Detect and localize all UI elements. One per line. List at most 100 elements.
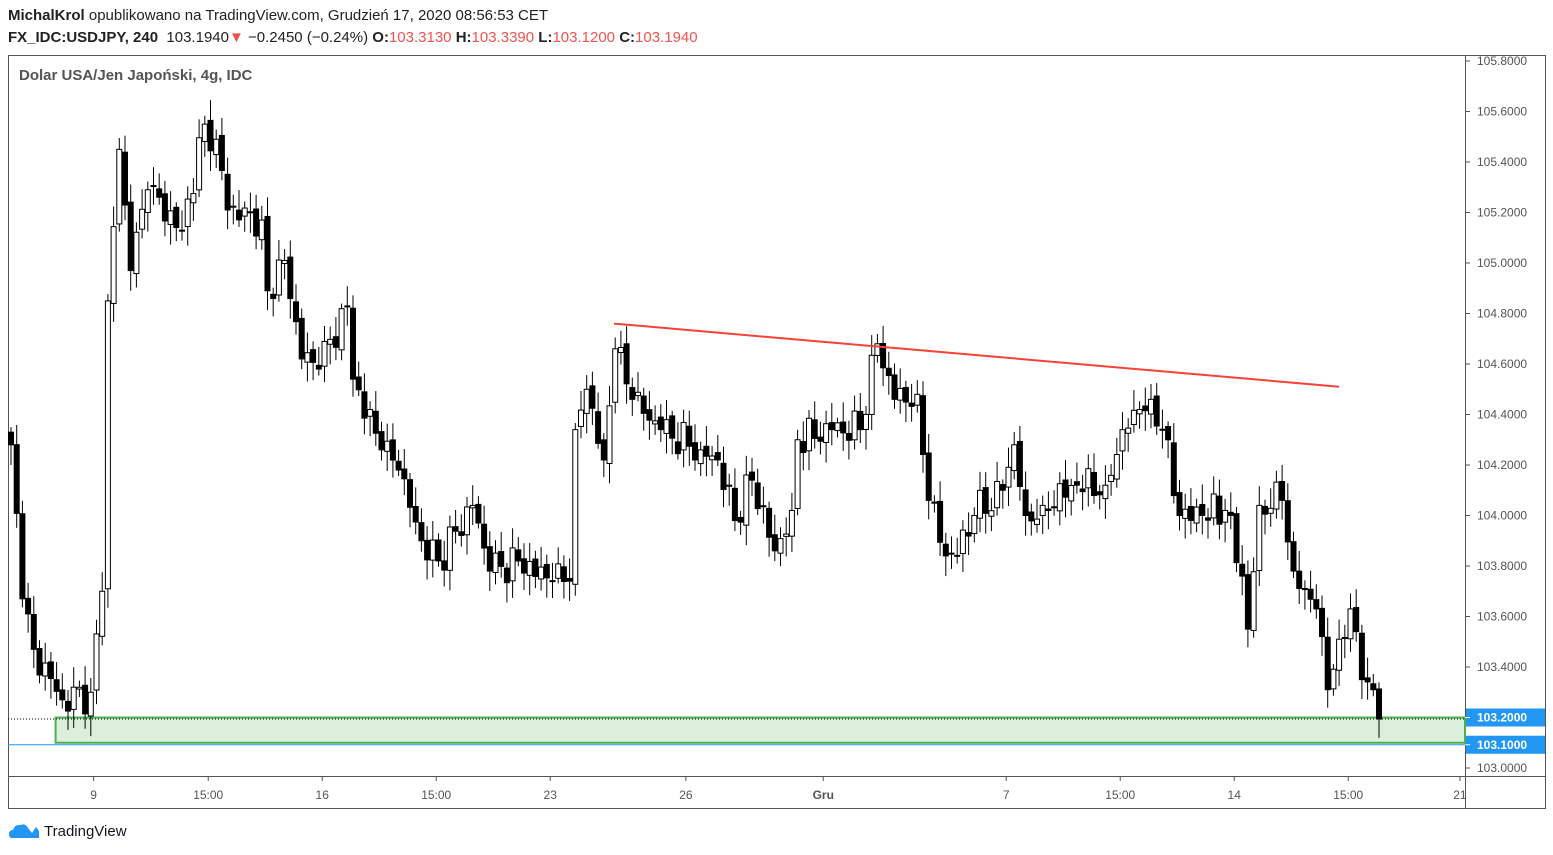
candle[interactable]	[914, 393, 921, 406]
candle[interactable]	[589, 385, 596, 409]
candle[interactable]	[845, 433, 852, 441]
candle[interactable]	[224, 173, 231, 211]
candle[interactable]	[144, 189, 151, 213]
candle[interactable]	[1016, 440, 1023, 488]
candle[interactable]	[196, 137, 203, 191]
candle[interactable]	[446, 526, 453, 571]
candle[interactable]	[412, 506, 419, 523]
candle[interactable]	[1364, 677, 1371, 683]
candle[interactable]	[948, 552, 955, 555]
candle[interactable]	[971, 515, 978, 534]
candle[interactable]	[1227, 511, 1234, 516]
author-name[interactable]: MichalKrol	[8, 7, 85, 24]
candle[interactable]	[293, 301, 299, 323]
candle[interactable]	[93, 633, 100, 691]
candle[interactable]	[1353, 606, 1360, 633]
candle[interactable]	[629, 387, 636, 400]
candle[interactable]	[1199, 504, 1206, 516]
candle[interactable]	[167, 210, 174, 225]
candle[interactable]	[578, 409, 584, 427]
candle[interactable]	[959, 529, 966, 555]
candle[interactable]	[116, 148, 123, 225]
candle[interactable]	[122, 151, 128, 206]
candle[interactable]	[811, 419, 818, 440]
tradingview-logo[interactable]: TradingView	[8, 822, 127, 840]
candle[interactable]	[1336, 638, 1343, 671]
candle[interactable]	[703, 445, 710, 457]
candle[interactable]	[87, 691, 94, 717]
candle[interactable]	[179, 229, 185, 232]
candle[interactable]	[1279, 481, 1286, 501]
candle[interactable]	[127, 201, 134, 272]
candle[interactable]	[424, 539, 431, 561]
candle[interactable]	[652, 420, 659, 425]
candle[interactable]	[36, 648, 43, 676]
candle[interactable]	[515, 549, 522, 562]
candle[interactable]	[1056, 483, 1063, 512]
candle[interactable]	[190, 193, 197, 204]
candle[interactable]	[783, 533, 790, 537]
candle[interactable]	[1068, 484, 1075, 502]
candle[interactable]	[823, 423, 830, 443]
candle[interactable]	[1153, 395, 1160, 427]
candle[interactable]	[583, 388, 590, 414]
candle[interactable]	[1347, 608, 1354, 640]
candle[interactable]	[173, 206, 180, 229]
candle[interactable]	[988, 510, 995, 517]
candle[interactable]	[452, 526, 459, 532]
candle[interactable]	[1062, 479, 1069, 498]
candle[interactable]	[908, 402, 915, 407]
candle[interactable]	[161, 193, 168, 222]
candle[interactable]	[30, 614, 37, 650]
candle[interactable]	[754, 482, 761, 510]
candle[interactable]	[82, 684, 89, 715]
candle[interactable]	[543, 563, 550, 579]
candle[interactable]	[760, 505, 767, 508]
candle[interactable]	[441, 560, 448, 571]
candle[interactable]	[1165, 426, 1172, 441]
candle[interactable]	[1119, 429, 1126, 452]
candle[interactable]	[1130, 409, 1137, 426]
candle[interactable]	[503, 567, 510, 584]
candle[interactable]	[281, 259, 288, 264]
candle[interactable]	[851, 410, 858, 441]
candle[interactable]	[139, 208, 146, 230]
candle[interactable]	[1125, 427, 1132, 434]
candle[interactable]	[1039, 504, 1046, 516]
candle[interactable]	[885, 367, 892, 377]
candle[interactable]	[384, 440, 391, 452]
candle[interactable]	[361, 391, 368, 419]
candle[interactable]	[1034, 518, 1040, 525]
candle[interactable]	[42, 662, 49, 677]
candle[interactable]	[1113, 454, 1120, 480]
candle[interactable]	[367, 409, 374, 417]
candle[interactable]	[697, 449, 704, 465]
candle[interactable]	[1045, 508, 1052, 511]
candle[interactable]	[617, 346, 624, 354]
candle[interactable]	[298, 317, 305, 360]
candle[interactable]	[236, 209, 242, 221]
candle[interactable]	[595, 411, 602, 444]
candle[interactable]	[982, 487, 989, 514]
candle[interactable]	[287, 256, 294, 300]
candle[interactable]	[1222, 509, 1229, 523]
candle[interactable]	[65, 700, 71, 712]
candle[interactable]	[1262, 505, 1268, 515]
candle[interactable]	[521, 558, 527, 574]
candle[interactable]	[1022, 489, 1029, 516]
candle[interactable]	[794, 439, 801, 509]
candle[interactable]	[241, 207, 248, 217]
candle[interactable]	[53, 679, 60, 692]
candle[interactable]	[1159, 428, 1166, 431]
candle[interactable]	[1205, 517, 1211, 521]
candle[interactable]	[868, 354, 875, 415]
candle[interactable]	[13, 444, 20, 514]
candle[interactable]	[538, 566, 545, 580]
candle[interactable]	[1187, 505, 1194, 521]
candle[interactable]	[817, 436, 824, 442]
candle[interactable]	[110, 226, 117, 304]
candle[interactable]	[1096, 491, 1103, 496]
candle[interactable]	[70, 686, 77, 710]
candle[interactable]	[606, 405, 613, 465]
candle[interactable]	[104, 300, 111, 590]
